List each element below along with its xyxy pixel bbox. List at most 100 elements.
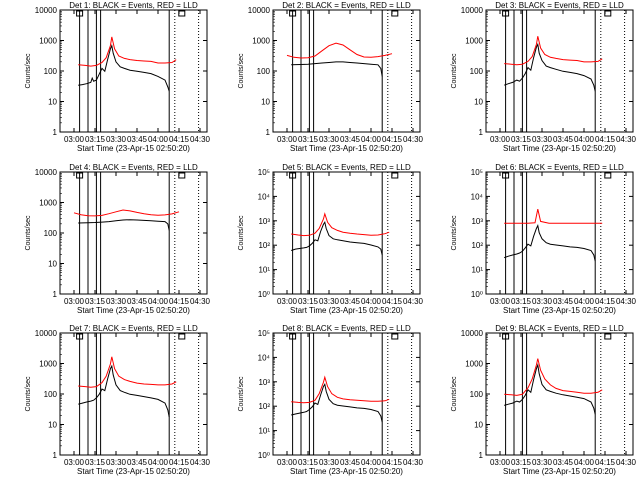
x-tick-label: 03:45: [340, 135, 361, 144]
chart-title: Det 8: BLACK = Events, RED = LLD: [282, 324, 411, 333]
x-tick-label: 04:00: [361, 458, 382, 467]
y-tick-label: 10⁰: [258, 290, 270, 299]
x-tick-label: 03:15: [298, 458, 319, 467]
y-tick-label: 10²: [258, 241, 270, 250]
x-tick-label: 03:15: [85, 135, 106, 144]
y-tick-label: 100: [470, 67, 484, 76]
x-tick-label: 03:00: [490, 458, 511, 467]
y-tick-label: 10: [48, 421, 57, 430]
x-tick-label: 04:15: [169, 135, 190, 144]
chart-panel-7: 1 10 100 1000 10000 03:00 03:15 03:30 03:45 04:00…: [25, 324, 211, 476]
x-tick-label: 03:00: [277, 458, 298, 467]
chart-title: Det 9: BLACK = Events, RED = LLD: [495, 324, 624, 333]
y-tick-label: 100: [44, 229, 58, 238]
x-tick-label: 03:15: [298, 135, 319, 144]
x-tick-label: 03:30: [319, 458, 340, 467]
x-tick-label: 04:00: [148, 458, 169, 467]
top-marker-box: [289, 333, 297, 340]
series-line-lld: [504, 36, 603, 66]
y-tick-label: 10¹: [258, 427, 270, 436]
chart-panel-4: 1 10 100 1000 10000 03:00 03:15 03:30 03:45 04:00…: [25, 163, 211, 315]
series-line-lld: [73, 209, 180, 217]
y-tick-label: 10⁰: [258, 451, 270, 460]
x-tick-label: 03:30: [106, 458, 127, 467]
x-axis-label: Start Time (23-Apr-15 02:50:20): [290, 144, 403, 153]
top-marker-box: [502, 172, 510, 179]
y-tick-label: 10³: [258, 217, 270, 226]
y-tick-label: 10: [474, 421, 483, 430]
x-tick-label: 03:30: [532, 297, 553, 306]
top-marker-box: [76, 333, 84, 340]
x-tick-label: 03:00: [64, 458, 85, 467]
x-tick-label: 03:15: [511, 297, 532, 306]
x-axis-label: Start Time (23-Apr-15 02:50:20): [77, 144, 190, 153]
y-tick-label: 100: [257, 67, 271, 76]
y-tick-label: 1000: [39, 37, 57, 46]
x-tick-label: 04:15: [382, 135, 403, 144]
y-tick-label: 1: [53, 128, 58, 137]
x-tick-label: 03:30: [106, 135, 127, 144]
x-tick-label: 04:30: [616, 135, 637, 144]
y-tick-label: 10000: [35, 168, 58, 177]
y-tick-label: 100: [44, 390, 58, 399]
y-axis-label: Counts/sec: [238, 215, 245, 251]
x-tick-label: 03:30: [319, 135, 340, 144]
series-line-lld: [291, 375, 390, 404]
y-tick-label: 100: [44, 67, 58, 76]
y-axis-label: Counts/sec: [25, 53, 32, 89]
x-tick-label: 04:00: [361, 297, 382, 306]
x-tick-label: 04:00: [574, 458, 595, 467]
y-tick-label: 1: [53, 451, 58, 460]
series-line-lld: [286, 42, 393, 59]
chart-title: Det 3: BLACK = Events, RED = LLD: [495, 1, 624, 10]
y-tick-label: 10: [261, 98, 270, 107]
x-axis-label: Start Time (23-Apr-15 02:50:20): [503, 306, 616, 315]
x-tick-label: 03:45: [340, 458, 361, 467]
top-marker-box: [76, 172, 84, 179]
y-axis-label: Counts/sec: [451, 215, 458, 251]
y-tick-label: 10000: [35, 329, 58, 338]
x-axis-label: Start Time (23-Apr-15 02:50:20): [290, 467, 403, 476]
y-tick-label: 10000: [461, 6, 484, 15]
x-tick-label: 04:00: [148, 135, 169, 144]
plot-frame: [272, 332, 421, 456]
y-tick-label: 10³: [258, 378, 270, 387]
series-line-lld: [78, 356, 177, 388]
x-tick-label: 04:00: [574, 297, 595, 306]
x-tick-label: 03:30: [532, 135, 553, 144]
series-line-lld: [78, 36, 177, 67]
x-tick-label: 03:15: [511, 458, 532, 467]
y-tick-label: 10²: [471, 241, 483, 250]
x-axis-label: Start Time (23-Apr-15 02:50:20): [503, 144, 616, 153]
plot-frame: [485, 171, 634, 295]
x-tick-label: 04:30: [616, 458, 637, 467]
y-tick-label: 100: [470, 390, 484, 399]
chart-title: Det 7: BLACK = Events, RED = LLD: [69, 324, 198, 333]
x-tick-label: 03:45: [340, 297, 361, 306]
x-tick-label: 03:45: [553, 297, 574, 306]
x-tick-label: 03:00: [490, 297, 511, 306]
chart-title: Det 2: BLACK = Events, RED = LLD: [282, 1, 411, 10]
y-axis-label: Counts/sec: [451, 53, 458, 89]
plot-frame: [272, 171, 421, 295]
x-tick-label: 04:30: [403, 297, 424, 306]
x-tick-label: 03:00: [490, 135, 511, 144]
x-tick-label: 03:00: [277, 135, 298, 144]
x-tick-label: 03:45: [127, 458, 148, 467]
y-tick-label: 10²: [258, 402, 270, 411]
y-tick-label: 10: [474, 98, 483, 107]
x-tick-label: 03:15: [298, 297, 319, 306]
chart-title: Det 1: BLACK = Events, RED = LLD: [69, 1, 198, 10]
y-tick-label: 10⁴: [258, 353, 271, 362]
y-tick-label: 1000: [39, 360, 57, 369]
top-marker-box: [289, 172, 297, 179]
chart-title: Det 6: BLACK = Events, RED = LLD: [495, 163, 624, 172]
y-tick-label: 1: [479, 451, 484, 460]
chart-panel-1: 1 10 100 1000 10000 03:00 03:15 03:30 03:45 04:00…: [25, 1, 211, 153]
y-axis-label: Counts/sec: [451, 376, 458, 412]
x-tick-label: 04:30: [190, 458, 211, 467]
x-tick-label: 03:45: [553, 458, 574, 467]
